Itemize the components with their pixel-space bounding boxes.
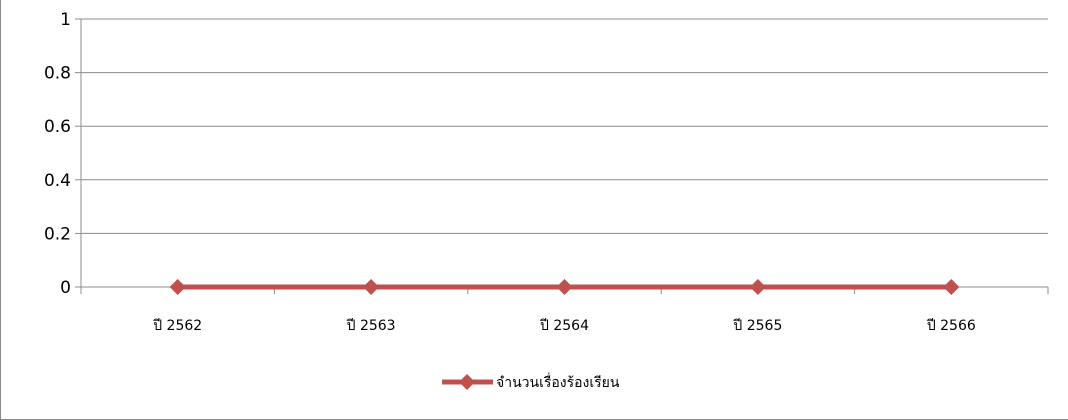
data-point-marker: [169, 279, 186, 295]
y-tick-label: 1: [60, 10, 71, 30]
series: [169, 279, 960, 295]
x-tick-label: ปี 2565: [733, 318, 782, 334]
axes: [75, 18, 1049, 294]
legend: จำนวนเรื่องร้องเรียน: [442, 373, 620, 391]
y-tick-label: 0.4: [44, 171, 71, 191]
x-tick-label: ปี 2564: [540, 318, 590, 334]
x-tick-label: ปี 2562: [153, 318, 202, 334]
legend-marker: [459, 374, 475, 390]
y-tick-label: 0.6: [44, 117, 71, 137]
data-point-marker: [943, 279, 960, 295]
y-tick-labels: 0 0.2 0.4 0.6 0.8 1: [44, 10, 71, 298]
legend-label: จำนวนเรื่องร้องเรียน: [496, 373, 620, 391]
x-tick-label: ปี 2566: [926, 318, 976, 334]
y-tick-label: 0.8: [44, 64, 71, 84]
x-tick-labels: ปี 2562 ปี 2563 ปี 2564 ปี 2565 ปี 2566: [153, 318, 976, 334]
data-point-marker: [556, 279, 573, 295]
x-tick-label: ปี 2563: [346, 318, 395, 334]
gridlines: [81, 18, 1048, 234]
data-point-marker: [363, 279, 380, 295]
data-point-marker: [749, 279, 766, 295]
y-tick-label: 0: [60, 278, 71, 298]
y-tick-label: 0.2: [44, 224, 71, 244]
